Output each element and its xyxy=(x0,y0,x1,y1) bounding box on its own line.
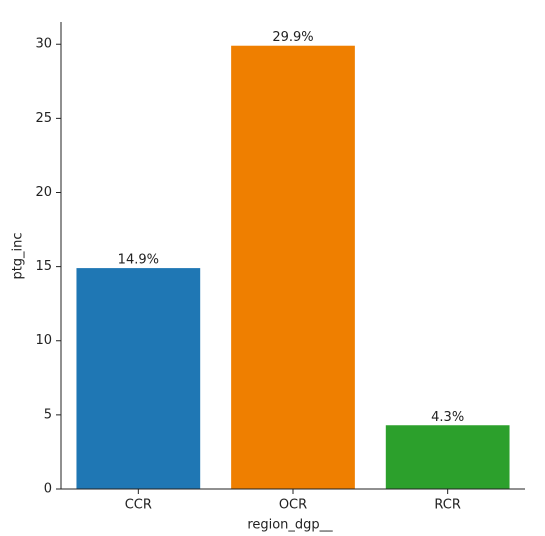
y-tick-label: 15 xyxy=(35,259,52,274)
y-tick-label: 5 xyxy=(44,407,52,422)
value-label: 29.9% xyxy=(272,30,313,45)
bar xyxy=(76,268,201,489)
bar xyxy=(231,45,355,489)
y-axis-label: ptg_inc xyxy=(11,232,26,279)
x-tick-label: OCR xyxy=(279,498,307,513)
y-tick-label: 10 xyxy=(35,333,52,348)
x-tick-label: RCR xyxy=(434,498,461,513)
bar xyxy=(385,425,510,489)
x-tick-label: CCR xyxy=(125,498,152,513)
y-tick-label: 30 xyxy=(35,37,52,52)
y-tick-label: 20 xyxy=(35,185,52,200)
y-tick-label: 25 xyxy=(35,111,52,126)
x-axis-label: region_dgp__ xyxy=(247,518,333,533)
y-tick-label: 0 xyxy=(44,482,52,497)
value-label: 14.9% xyxy=(118,253,159,268)
value-label: 4.3% xyxy=(431,410,464,425)
